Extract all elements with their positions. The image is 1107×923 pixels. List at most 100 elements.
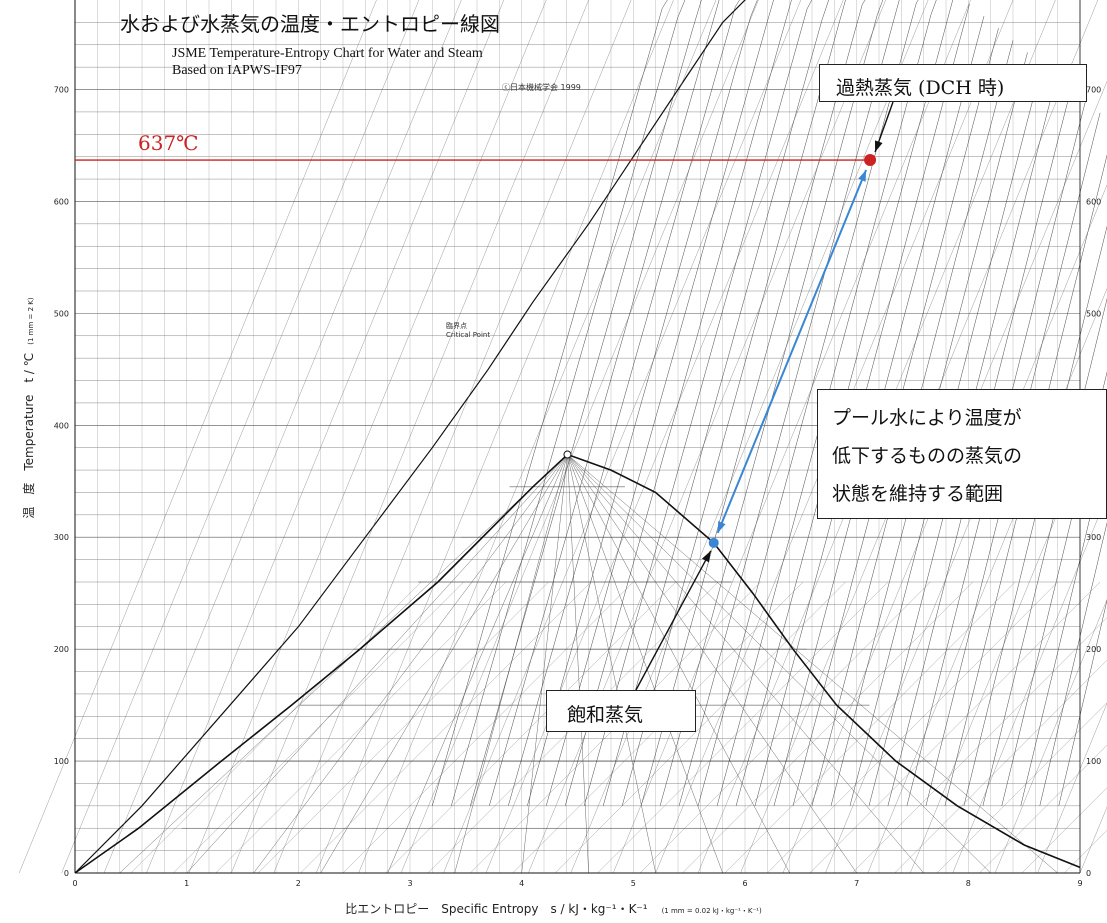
enthalpy-line xyxy=(273,0,632,874)
y-tick-label: 600 xyxy=(54,197,69,206)
critical-point-marker xyxy=(563,450,572,459)
chart-envelope xyxy=(74,0,746,874)
dome-fan-line xyxy=(320,454,568,874)
critical-point-label: 臨界点 Critical Point xyxy=(446,322,491,339)
volume-line xyxy=(936,702,1107,874)
isobar-curve xyxy=(602,0,829,806)
isobar-curve xyxy=(432,0,668,806)
dome-fan-line xyxy=(387,454,568,874)
dome-fan-line xyxy=(567,454,589,874)
x-tick-label: 3 xyxy=(407,879,412,888)
blue-arrowhead-bottom xyxy=(717,521,726,533)
callout-range-line-3: 状態を維持する範囲 xyxy=(832,483,1004,505)
y-tick-label-right: 0 xyxy=(1086,869,1091,878)
volume-line xyxy=(809,581,1101,874)
enthalpy-line xyxy=(994,599,1107,874)
enthalpy-line xyxy=(443,0,801,874)
volume-line xyxy=(1064,830,1107,874)
callout-superheated: 過熱蒸気 (DCH 時) xyxy=(819,64,1087,102)
y-tick-label: 200 xyxy=(54,645,69,654)
dome-fan-line xyxy=(567,454,924,874)
enthalpy-line xyxy=(103,0,462,874)
volume-line xyxy=(385,581,676,874)
enthalpy-line xyxy=(146,0,504,874)
enthalpy-line xyxy=(400,0,759,874)
volume-line xyxy=(979,744,1107,874)
x-tick-label: 1 xyxy=(184,879,189,888)
dome-fan-line xyxy=(567,454,991,874)
x-tick-label: 7 xyxy=(854,879,859,888)
volume-line xyxy=(215,581,507,874)
volume-line xyxy=(894,659,1107,874)
x-tick-label: 4 xyxy=(519,879,524,888)
volume-line xyxy=(173,581,464,874)
y-tick-label-right: 100 xyxy=(1086,757,1101,766)
dome-fan-line xyxy=(186,454,568,874)
y-tick-label-right: 200 xyxy=(1086,645,1101,654)
y-tick-label-right: 700 xyxy=(1086,86,1101,95)
enthalpy-line xyxy=(316,0,674,874)
volume-line xyxy=(597,581,889,874)
saturation-dome xyxy=(74,453,1081,874)
volume-line xyxy=(1021,787,1107,874)
x-tick-label: 9 xyxy=(1077,879,1082,888)
isobar-curve xyxy=(470,0,702,806)
isobar-curve xyxy=(545,0,774,806)
enthalpy-line xyxy=(1037,702,1107,874)
isobar-curve xyxy=(564,0,792,806)
blue-arrowhead-top xyxy=(858,170,867,182)
dome-fan-line xyxy=(567,454,656,874)
y-tick-label-right: 500 xyxy=(1086,309,1101,318)
isobar-curve xyxy=(697,0,919,806)
enthalpy-line xyxy=(61,0,420,874)
isobar-curve xyxy=(1058,599,1107,806)
y-tick-label-right: 300 xyxy=(1086,533,1101,542)
volume-line xyxy=(767,581,1058,874)
y-axis-label: 温 度 Temperature t / ℃(1 mm = 2 K) xyxy=(22,297,36,519)
volume-line xyxy=(555,581,846,874)
dome-fan-line xyxy=(567,454,790,874)
volume-line xyxy=(724,581,1016,874)
volume-line xyxy=(682,581,973,874)
isobar-curve xyxy=(451,0,686,806)
dome-fan-line xyxy=(253,454,568,874)
isobar-curve xyxy=(489,0,720,806)
x-tick-label: 0 xyxy=(72,879,77,888)
x-axis-label: 比エントロピー Specific Entropy s / kJ・kg⁻¹・K⁻¹… xyxy=(345,902,762,916)
callout-range: プール水により温度が 低下するものの蒸気の 状態を維持する範囲 xyxy=(817,389,1107,519)
y-tick-label: 500 xyxy=(54,309,69,318)
volume-line xyxy=(258,581,549,874)
dome-fan-line xyxy=(119,454,568,874)
y-tick-label: 0 xyxy=(64,869,69,878)
volume-line xyxy=(130,581,422,874)
y-tick-label: 300 xyxy=(54,533,69,542)
isobar-curve xyxy=(583,0,813,806)
enthalpy-line xyxy=(19,0,377,874)
marker-superheated xyxy=(864,154,877,167)
y-tick-label-right: 600 xyxy=(1086,197,1101,206)
x-tick-label: 5 xyxy=(631,879,636,888)
dome-fan-line xyxy=(567,454,857,874)
enthalpy-line xyxy=(188,0,547,874)
x-tick-label: 8 xyxy=(966,879,971,888)
pointer-saturated xyxy=(635,550,712,691)
dome-fan-line xyxy=(521,454,568,874)
pointer-superheated-head xyxy=(875,140,883,153)
callout-range-line-2: 低下するものの蒸気の xyxy=(832,445,1023,467)
x-tick-label: 2 xyxy=(296,879,301,888)
marker-saturated xyxy=(708,537,719,548)
dome-fan-line xyxy=(567,454,1058,874)
copyright: ⓒ日本機械学会 1999 xyxy=(502,83,581,92)
chart-subtitle: JSME Temperature-Entropy Chart for Water… xyxy=(172,46,483,61)
y-tick-label: 400 xyxy=(54,421,69,430)
chart-title: 水および水蒸気の温度・エントロピー線図 xyxy=(120,12,500,36)
volume-line xyxy=(300,581,592,874)
dome-fan-line xyxy=(567,454,723,874)
chart-basis: Based on IAPWS-IF97 xyxy=(172,63,302,78)
dome-fan-line xyxy=(454,454,568,874)
volume-line xyxy=(639,581,931,874)
x-tick-label: 6 xyxy=(742,879,747,888)
isobar-curve xyxy=(508,0,740,806)
enthalpy-line xyxy=(952,495,1107,874)
isobar-curve xyxy=(1039,522,1107,806)
